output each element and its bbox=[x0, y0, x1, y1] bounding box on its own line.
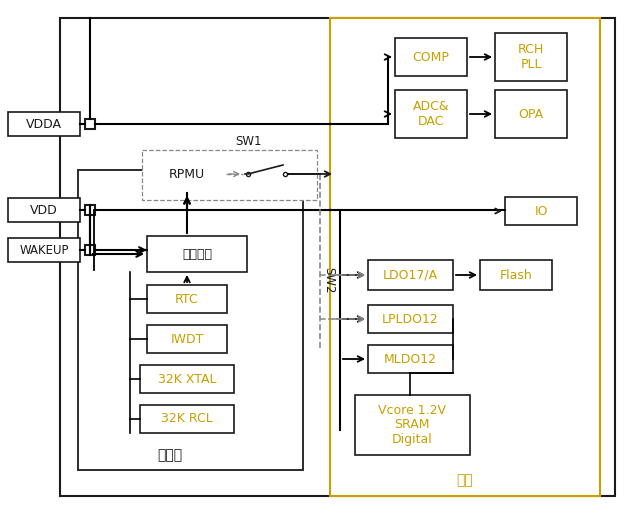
Text: LDO17/A: LDO17/A bbox=[382, 268, 438, 281]
Bar bbox=[60, 18, 615, 496]
Text: 待机区: 待机区 bbox=[158, 448, 183, 462]
Bar bbox=[147, 285, 227, 313]
Text: 唤醒控制: 唤醒控制 bbox=[182, 248, 212, 261]
Bar bbox=[142, 150, 317, 200]
Text: 32K XTAL: 32K XTAL bbox=[158, 372, 216, 385]
Bar bbox=[368, 345, 453, 373]
Text: RCH
PLL: RCH PLL bbox=[518, 43, 544, 71]
Bar bbox=[8, 238, 80, 262]
Bar bbox=[505, 197, 577, 225]
Bar bbox=[85, 119, 95, 129]
Bar bbox=[8, 198, 80, 222]
Bar bbox=[85, 245, 95, 255]
Bar bbox=[8, 112, 80, 136]
Text: OPA: OPA bbox=[518, 108, 544, 121]
Text: RPMU: RPMU bbox=[169, 167, 205, 180]
Bar bbox=[480, 260, 552, 290]
Text: VDD: VDD bbox=[30, 204, 58, 217]
Text: IO: IO bbox=[534, 205, 547, 218]
Bar bbox=[140, 365, 234, 393]
Bar bbox=[140, 405, 234, 433]
Bar bbox=[78, 170, 303, 470]
Bar bbox=[368, 260, 453, 290]
Bar bbox=[368, 305, 453, 333]
Bar bbox=[495, 90, 567, 138]
Text: IWDT: IWDT bbox=[170, 333, 203, 346]
Text: Flash: Flash bbox=[500, 268, 532, 281]
Text: ADC&
DAC: ADC& DAC bbox=[413, 100, 449, 128]
Bar bbox=[495, 33, 567, 81]
Text: SW2: SW2 bbox=[322, 267, 335, 293]
Text: WAKEUP: WAKEUP bbox=[20, 243, 69, 256]
Bar bbox=[395, 90, 467, 138]
Text: 32K RCL: 32K RCL bbox=[161, 412, 213, 425]
Text: VDDA: VDDA bbox=[26, 118, 62, 131]
Bar bbox=[355, 395, 470, 455]
Bar bbox=[148, 155, 226, 193]
Text: SW1: SW1 bbox=[235, 135, 261, 148]
Text: RTC: RTC bbox=[175, 293, 199, 306]
Bar bbox=[147, 325, 227, 353]
Text: COMP: COMP bbox=[413, 50, 449, 64]
Text: 主区: 主区 bbox=[457, 473, 473, 487]
Bar bbox=[85, 205, 95, 215]
Bar bbox=[395, 38, 467, 76]
Bar bbox=[330, 18, 600, 496]
Text: LPLDO12: LPLDO12 bbox=[382, 312, 438, 325]
Bar bbox=[147, 236, 247, 272]
Text: MLDO12: MLDO12 bbox=[384, 353, 437, 366]
Text: Vcore 1.2V
SRAM
Digital: Vcore 1.2V SRAM Digital bbox=[378, 404, 446, 447]
